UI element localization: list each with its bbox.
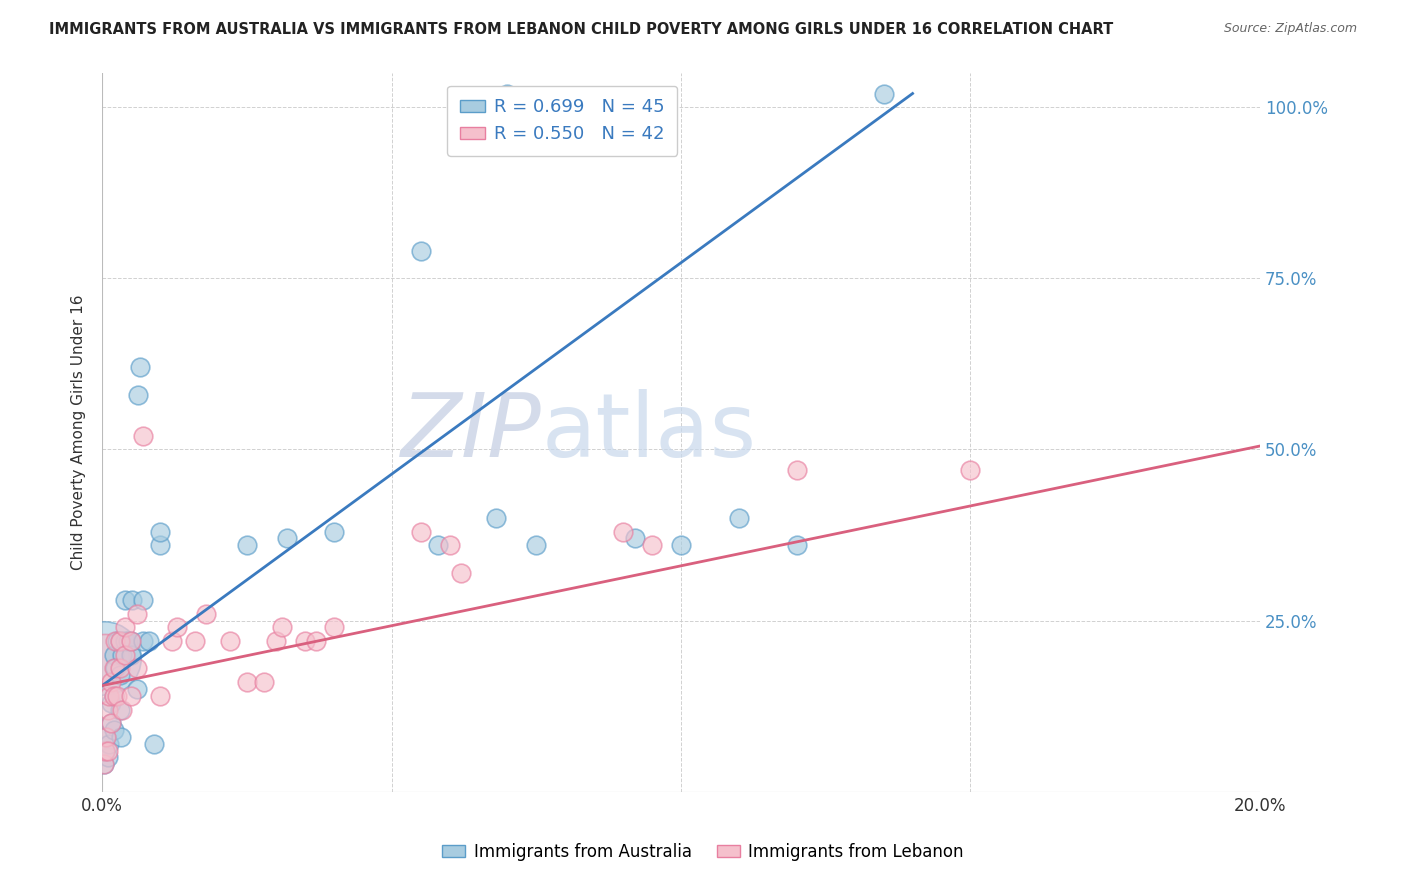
- Point: [623, 532, 645, 546]
- Point: [96, 730, 118, 744]
- Point: [426, 538, 449, 552]
- Point: [294, 634, 316, 648]
- Point: [450, 566, 472, 580]
- Point: [485, 511, 508, 525]
- Point: [120, 689, 142, 703]
- Point: [236, 675, 259, 690]
- Point: [110, 730, 132, 744]
- Point: [166, 620, 188, 634]
- Point: [93, 651, 115, 665]
- Point: [959, 463, 981, 477]
- Point: [108, 668, 131, 682]
- Point: [100, 675, 122, 690]
- Point: [218, 634, 240, 648]
- Point: [120, 634, 142, 648]
- Point: [786, 463, 808, 477]
- Text: atlas: atlas: [543, 389, 758, 475]
- Point: [322, 620, 344, 634]
- Point: [97, 750, 120, 764]
- Point: [103, 648, 125, 662]
- Point: [103, 661, 125, 675]
- Point: [872, 87, 894, 101]
- Point: [121, 593, 143, 607]
- Point: [496, 87, 519, 101]
- Point: [120, 648, 142, 662]
- Legend: Immigrants from Australia, Immigrants from Lebanon: Immigrants from Australia, Immigrants fr…: [436, 837, 970, 868]
- Point: [103, 689, 125, 703]
- Point: [108, 661, 131, 675]
- Point: [612, 524, 634, 539]
- Point: [786, 538, 808, 552]
- Point: [641, 538, 664, 552]
- Point: [93, 757, 115, 772]
- Point: [114, 634, 136, 648]
- Point: [253, 675, 276, 690]
- Point: [132, 593, 155, 607]
- Point: [117, 634, 139, 648]
- Point: [125, 607, 148, 621]
- Point: [114, 593, 136, 607]
- Point: [322, 524, 344, 539]
- Point: [138, 634, 160, 648]
- Point: [127, 387, 149, 401]
- Point: [264, 634, 287, 648]
- Text: IMMIGRANTS FROM AUSTRALIA VS IMMIGRANTS FROM LEBANON CHILD POVERTY AMONG GIRLS U: IMMIGRANTS FROM AUSTRALIA VS IMMIGRANTS …: [49, 22, 1114, 37]
- Point: [93, 651, 115, 665]
- Point: [100, 716, 122, 731]
- Point: [105, 689, 128, 703]
- Point: [98, 689, 121, 703]
- Point: [120, 634, 142, 648]
- Y-axis label: Child Poverty Among Girls Under 16: Child Poverty Among Girls Under 16: [72, 294, 86, 570]
- Point: [524, 538, 547, 552]
- Point: [149, 524, 172, 539]
- Point: [236, 538, 259, 552]
- Point: [184, 634, 207, 648]
- Point: [97, 744, 120, 758]
- Point: [111, 648, 134, 662]
- Point: [108, 634, 131, 648]
- Point: [128, 360, 150, 375]
- Point: [100, 696, 122, 710]
- Point: [728, 511, 751, 525]
- Text: Source: ZipAtlas.com: Source: ZipAtlas.com: [1223, 22, 1357, 36]
- Point: [270, 620, 292, 634]
- Point: [94, 744, 117, 758]
- Point: [439, 538, 461, 552]
- Point: [114, 620, 136, 634]
- Point: [108, 702, 131, 716]
- Point: [111, 702, 134, 716]
- Point: [97, 702, 120, 716]
- Text: ZIP: ZIP: [401, 389, 543, 475]
- Point: [132, 634, 155, 648]
- Point: [409, 524, 432, 539]
- Point: [195, 607, 218, 621]
- Point: [93, 757, 115, 772]
- Point: [305, 634, 328, 648]
- Point: [94, 744, 117, 758]
- Point: [149, 538, 172, 552]
- Point: [409, 244, 432, 258]
- Point: [104, 661, 127, 675]
- Point: [114, 648, 136, 662]
- Point: [98, 737, 121, 751]
- Point: [143, 737, 166, 751]
- Point: [96, 730, 118, 744]
- Point: [669, 538, 692, 552]
- Legend: R = 0.699   N = 45, R = 0.550   N = 42: R = 0.699 N = 45, R = 0.550 N = 42: [447, 86, 678, 156]
- Point: [125, 661, 148, 675]
- Point: [108, 634, 131, 648]
- Point: [160, 634, 183, 648]
- Point: [100, 716, 122, 731]
- Point: [104, 634, 127, 648]
- Point: [103, 689, 125, 703]
- Point: [149, 689, 172, 703]
- Point: [103, 723, 125, 737]
- Point: [132, 429, 155, 443]
- Point: [125, 681, 148, 696]
- Point: [276, 532, 298, 546]
- Point: [105, 634, 128, 648]
